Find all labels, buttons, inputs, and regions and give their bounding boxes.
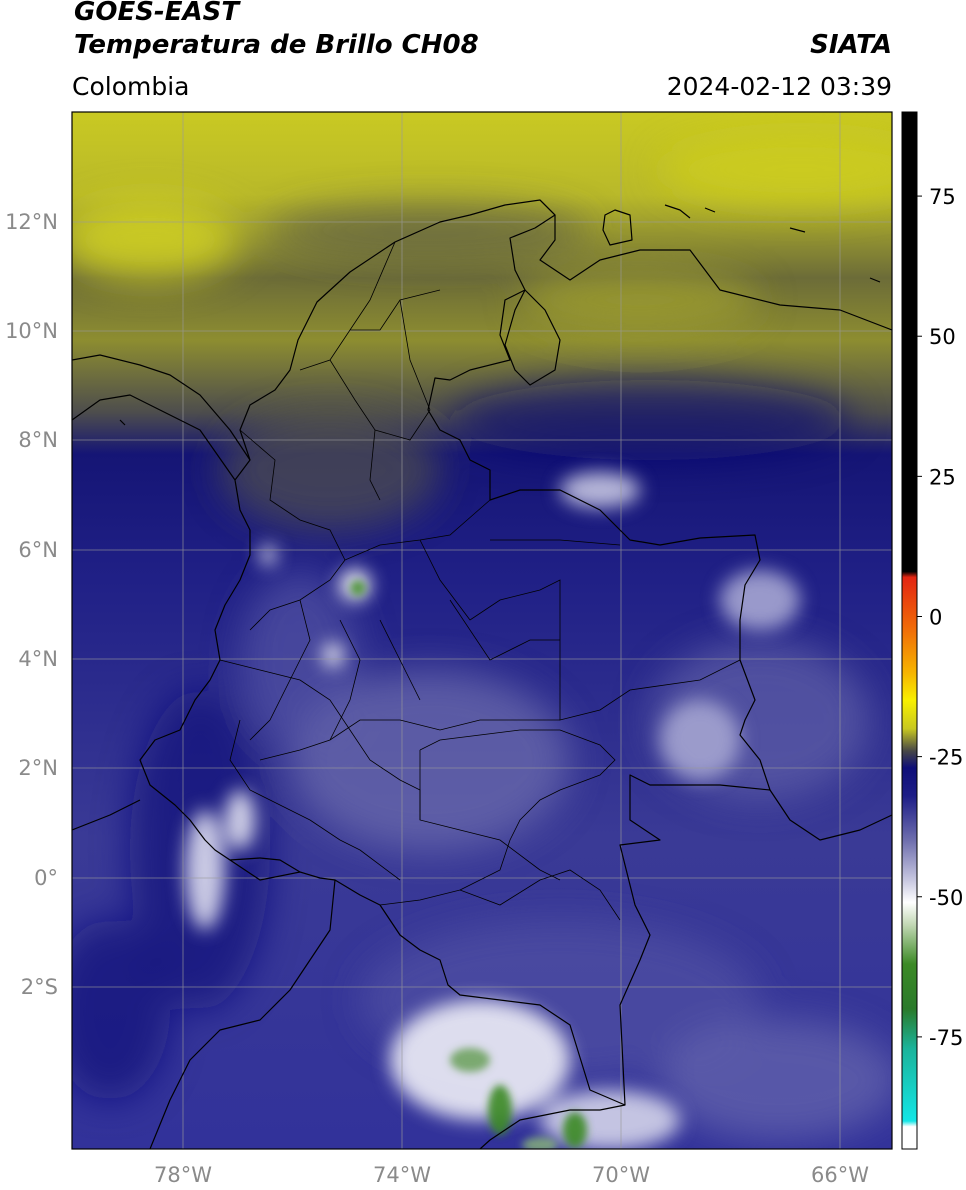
colorbar-ticks: 75 50 25 0 -25 -50 -75 bbox=[917, 185, 963, 1050]
map-area bbox=[72, 112, 892, 1149]
timestamp-label: 2024-02-12 03:39 bbox=[666, 72, 892, 101]
lat-label-12n: 12°N bbox=[5, 210, 58, 234]
lon-label-74w: 74°W bbox=[373, 1163, 431, 1187]
lat-label-2n: 2°N bbox=[18, 756, 58, 780]
product-title: Temperatura de Brillo CH08 bbox=[74, 30, 479, 60]
map-frame bbox=[71, 111, 893, 1150]
gridlines bbox=[72, 112, 892, 1149]
colorbar: 75 50 25 0 -25 -50 -75 bbox=[901, 111, 963, 1150]
colombia-outline bbox=[139, 199, 771, 1106]
colorbar-tick-label: -75 bbox=[929, 1026, 963, 1050]
satellite-title: GOES-EAST bbox=[74, 0, 240, 27]
lat-label-6n: 6°N bbox=[18, 538, 58, 562]
ecuador-peru-border bbox=[72, 799, 336, 1149]
colorbar-gradient bbox=[902, 112, 917, 1149]
organization-label: SIATA bbox=[810, 30, 892, 60]
islands bbox=[119, 204, 881, 426]
colorbar-tick-label: -25 bbox=[929, 746, 963, 770]
brazil-border bbox=[479, 789, 892, 1149]
colorbar-tick-label: 75 bbox=[929, 185, 956, 209]
region-label: Colombia bbox=[72, 72, 190, 101]
longitude-axis: 78°W 74°W 70°W 66°W bbox=[154, 1163, 869, 1187]
lon-label-78w: 78°W bbox=[154, 1163, 212, 1187]
maracaibo-lake bbox=[504, 289, 561, 386]
department-borders bbox=[219, 241, 741, 921]
colorbar-tick-label: -50 bbox=[929, 886, 963, 910]
lon-label-66w: 66°W bbox=[811, 1163, 869, 1187]
country-borders bbox=[72, 199, 892, 1149]
cloud-texture bbox=[72, 135, 892, 1140]
lon-label-70w: 70°W bbox=[592, 1163, 650, 1187]
lat-label-4n: 4°N bbox=[18, 647, 58, 671]
lat-label-0: 0° bbox=[34, 866, 58, 890]
colorbar-frame bbox=[901, 111, 918, 1150]
colorbar-tick-label: 25 bbox=[929, 465, 956, 489]
colorbar-tick-label: 0 bbox=[929, 605, 942, 629]
paraguana-coast bbox=[602, 209, 633, 246]
lat-label-2s: 2°S bbox=[21, 975, 58, 999]
venezuela-border bbox=[539, 199, 892, 331]
lat-label-10n: 10°N bbox=[5, 319, 58, 343]
panama-coast bbox=[72, 354, 251, 481]
colorbar-tick-label: 50 bbox=[929, 325, 956, 349]
latitude-axis: 12°N 10°N 8°N 6°N 4°N 2°N 0° 2°S bbox=[5, 210, 58, 999]
lat-label-8n: 8°N bbox=[18, 428, 58, 452]
very-cold-cores bbox=[350, 580, 587, 1149]
